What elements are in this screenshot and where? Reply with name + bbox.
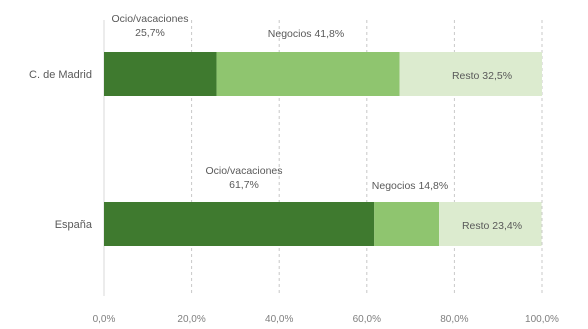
x-tick-label-40: 40,0%: [265, 314, 293, 325]
data-label-0-1: Negocios 41,8%: [268, 28, 344, 40]
bar-0-2: [399, 52, 542, 96]
data-label-0-2: Resto 32,5%: [452, 70, 512, 82]
bar-1-1: [374, 202, 440, 246]
data-label-1-2: Resto 23,4%: [462, 220, 522, 232]
data-label-1-0: Ocio/vacaciones 61,7%: [205, 165, 282, 191]
bar-0-1: [216, 52, 400, 96]
x-tick-label-80: 80,0%: [440, 314, 468, 325]
x-tick-label-20: 20,0%: [177, 314, 205, 325]
category-label-0: C. de Madrid: [29, 69, 92, 81]
bar-1-2: [439, 202, 542, 246]
x-tick-label-60: 60,0%: [353, 314, 381, 325]
category-label-1: España: [55, 219, 93, 231]
bar-0-0: [104, 52, 217, 96]
bar-1-0: [104, 202, 375, 246]
x-tick-label-100: 100,0%: [525, 314, 559, 325]
data-label-1-1: Negocios 14,8%: [372, 180, 448, 192]
data-label-0-0: Ocio/vacaciones 25,7%: [111, 13, 188, 39]
x-tick-label-0: 0,0%: [93, 314, 116, 325]
